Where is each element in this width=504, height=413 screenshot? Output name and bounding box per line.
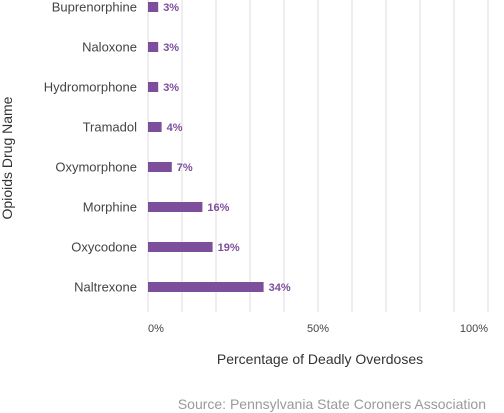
- source-note: Source: Pennsylvania State Coroners Asso…: [178, 396, 486, 412]
- x-tick-label: 50%: [307, 323, 329, 335]
- x-tick-label: 0%: [148, 323, 164, 335]
- data-label: 34%: [269, 282, 291, 294]
- data-label: 19%: [218, 242, 240, 254]
- bar: [148, 282, 264, 292]
- bar: [148, 202, 203, 212]
- bar: [148, 162, 172, 172]
- data-label: 16%: [207, 202, 229, 214]
- category-label: Tramadol: [83, 120, 138, 135]
- category-label: Naltrexone: [74, 280, 137, 295]
- bar: [148, 242, 213, 252]
- data-label: 7%: [177, 162, 193, 174]
- data-label: 3%: [163, 42, 179, 54]
- x-tick-label: 100%: [460, 323, 488, 335]
- bar: [148, 82, 159, 92]
- category-label: Buprenorphine: [52, 0, 137, 15]
- category-label: Hydromorphone: [44, 80, 137, 95]
- gridlines: [147, 0, 489, 312]
- bar: [148, 2, 159, 12]
- category-labels: Buprenorphine Naloxone Hydromorphone Tramad…: [44, 0, 137, 295]
- data-label: 3%: [163, 82, 179, 94]
- category-label: Naloxone: [82, 40, 137, 55]
- data-labels: 3% 3% 3% 4% 7% 16% 19% 34%: [163, 2, 291, 294]
- bar: [148, 122, 162, 132]
- x-axis-title: Percentage of Deadly Overdoses: [217, 351, 423, 367]
- bar: [148, 42, 159, 52]
- bars: [148, 2, 264, 292]
- category-label: Oxycodone: [71, 240, 137, 255]
- y-axis-title: Opioids Drug Name: [0, 96, 15, 219]
- category-label: Oxymorphone: [55, 160, 137, 175]
- category-label: Morphine: [83, 200, 137, 215]
- data-label: 3%: [163, 2, 179, 14]
- x-tick-labels: 0% 50% 100%: [148, 323, 488, 335]
- data-label: 4%: [167, 122, 183, 134]
